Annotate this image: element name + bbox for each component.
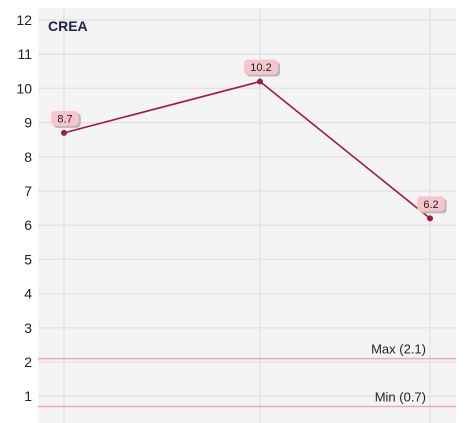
y-tick-label: 1: [24, 388, 32, 404]
y-tick-label: 7: [24, 183, 32, 199]
data-label: 6.2: [417, 196, 447, 214]
y-tick-label: 2: [24, 354, 32, 370]
y-tick-label: 10: [16, 80, 32, 96]
y-tick-label: 11: [17, 46, 32, 62]
y-tick-label: 3: [24, 320, 32, 336]
data-label: 8.7: [51, 110, 81, 128]
y-tick-label: 5: [24, 251, 32, 267]
data-label-text: 8.7: [57, 113, 72, 125]
data-point: [427, 215, 433, 222]
data-label-box: [244, 59, 278, 75]
data-label: 10.2: [244, 59, 280, 77]
series: [61, 78, 433, 222]
y-tick-label: 8: [24, 149, 32, 165]
reference-line-label: Max (2.1): [371, 342, 426, 357]
data-label-text: 10.2: [250, 62, 271, 74]
plot-background: [38, 8, 456, 423]
data-label-text: 6.2: [423, 199, 438, 211]
data-label-box: [417, 196, 445, 212]
data-point: [61, 129, 67, 136]
y-tick-label: 12: [16, 12, 32, 28]
chart-title: CREA: [48, 18, 88, 34]
y-tick-label: 4: [24, 286, 32, 302]
data-label-box: [51, 110, 79, 126]
data-point: [257, 78, 263, 85]
reference-line-label: Min (0.7): [375, 389, 426, 404]
reference-lines: Max (2.1) Min (0.7): [38, 342, 456, 408]
y-tick-label: 9: [24, 115, 32, 131]
y-tick-label: 6: [24, 217, 32, 233]
data-labels: 8.7 10.2 6.2: [51, 59, 447, 214]
